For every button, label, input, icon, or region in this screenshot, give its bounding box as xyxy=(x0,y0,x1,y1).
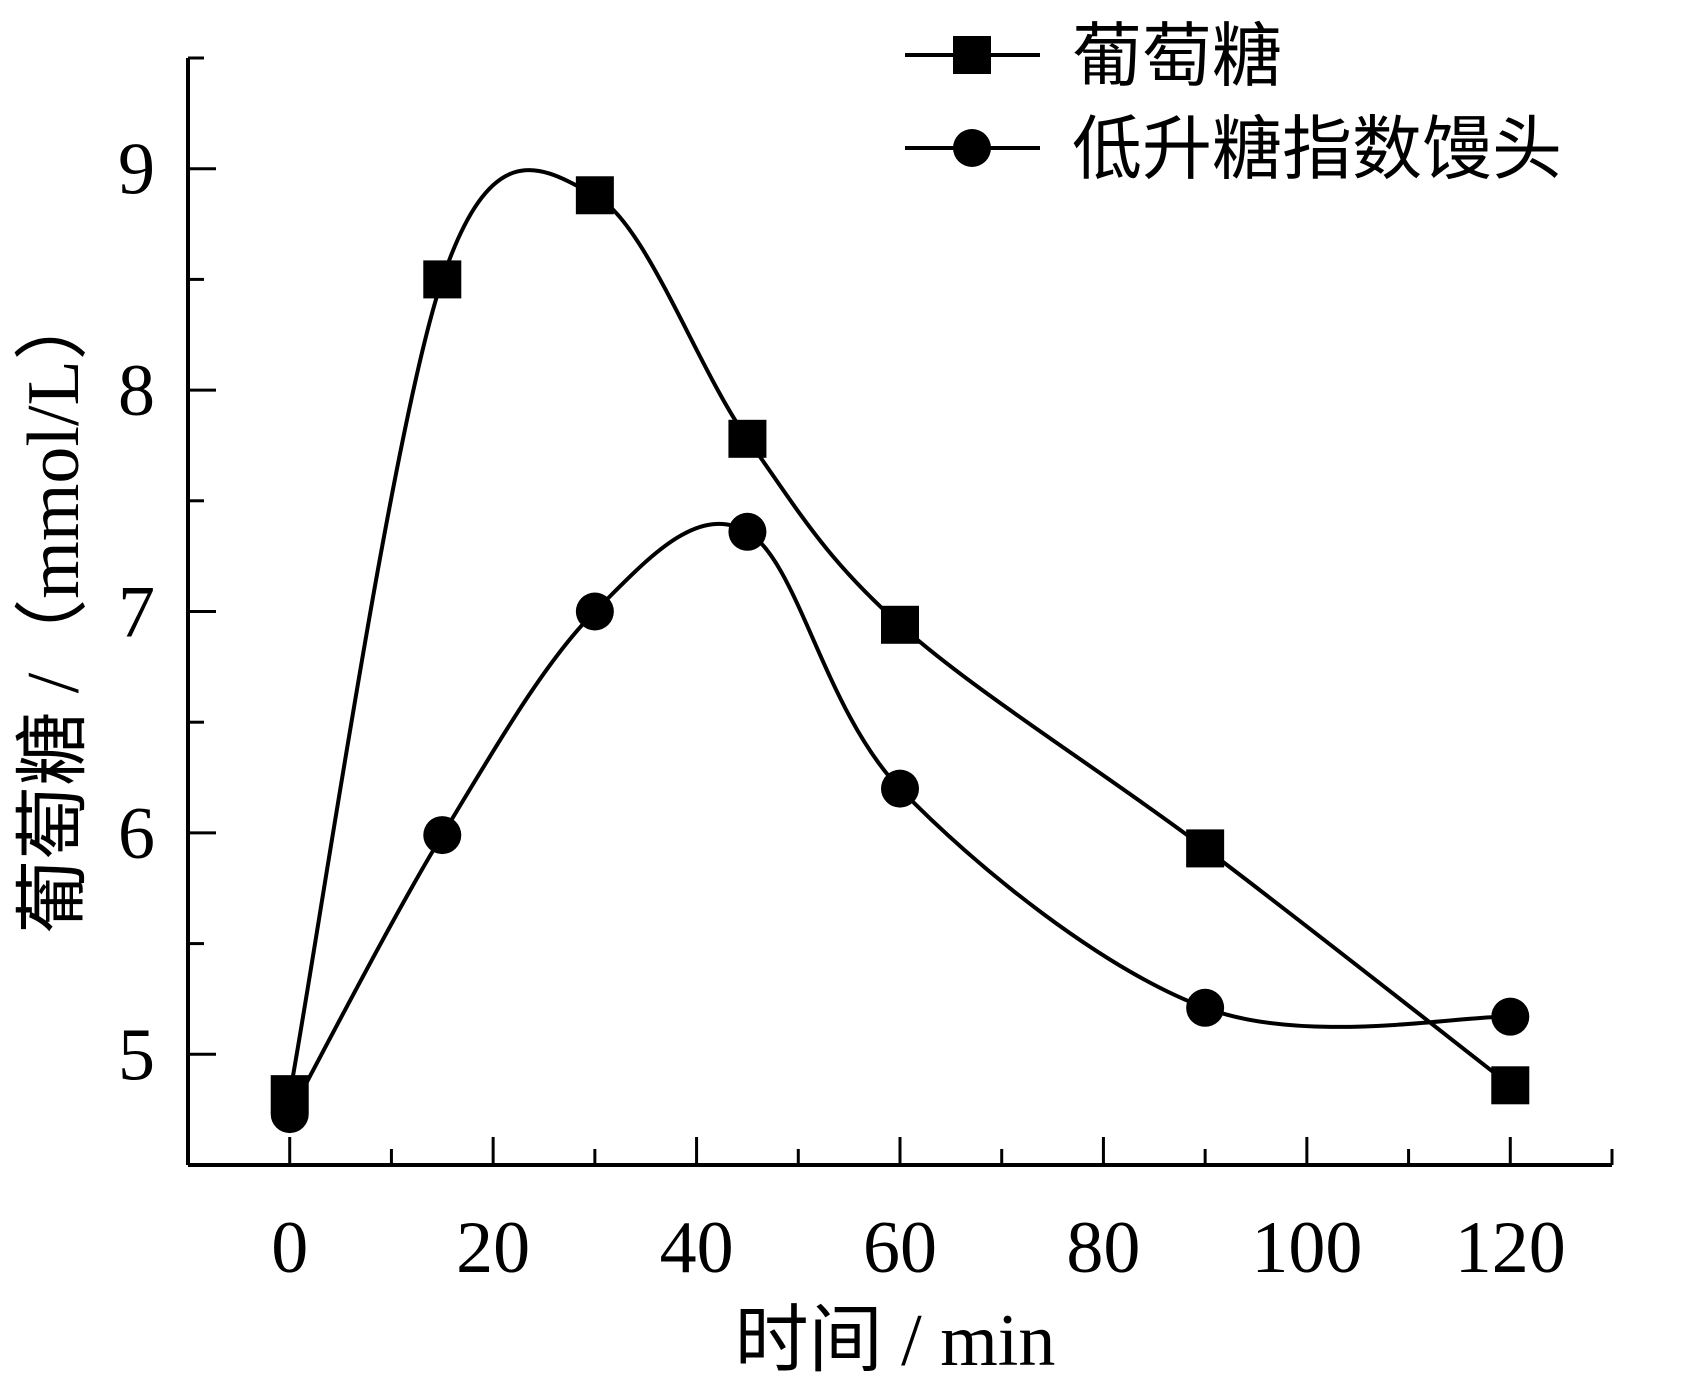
square-marker xyxy=(728,419,767,458)
square-marker xyxy=(881,605,919,644)
legend-marker xyxy=(953,36,991,74)
square-marker xyxy=(423,260,462,299)
y-tick-label: 9 xyxy=(118,129,155,211)
y-axis-ticks: 5 6 7 8 9 xyxy=(118,56,216,1096)
x-tick-label: 60 xyxy=(863,1207,937,1289)
legend-marker xyxy=(953,129,991,167)
x-tick-label: 100 xyxy=(1251,1207,1362,1289)
x-tick-label: 120 xyxy=(1455,1207,1566,1289)
x-tick-label: 20 xyxy=(456,1207,530,1289)
series-1 xyxy=(270,512,1530,1134)
y-axis-title: 葡萄糖 /（mmol/L） xyxy=(13,286,95,934)
legend-label: 低升糖指数馒头 xyxy=(1072,112,1562,189)
series-layer xyxy=(270,168,1530,1134)
legend-label: 葡萄糖 xyxy=(1072,19,1282,96)
legend-item-0: 葡萄糖 xyxy=(905,19,1282,96)
circle-marker xyxy=(1491,997,1530,1036)
series-0 xyxy=(270,168,1530,1114)
square-marker xyxy=(1491,1066,1530,1105)
x-tick-label: 80 xyxy=(1066,1207,1140,1289)
circle-marker xyxy=(1186,988,1225,1027)
circle-marker xyxy=(881,769,919,808)
circle-marker xyxy=(728,512,767,551)
y-tick-label: 6 xyxy=(118,793,155,875)
circle-marker xyxy=(270,1095,309,1134)
square-marker xyxy=(1186,829,1225,868)
x-tick-label: 40 xyxy=(660,1207,734,1289)
circle-marker xyxy=(575,592,614,631)
x-axis-title: 时间 / min xyxy=(735,1300,1056,1382)
legend-item-1: 低升糖指数馒头 xyxy=(905,112,1562,189)
circle-marker xyxy=(423,816,462,855)
y-tick-label: 5 xyxy=(118,1014,155,1096)
x-tick-label: 0 xyxy=(271,1207,308,1289)
y-tick-label: 8 xyxy=(118,350,155,432)
square-marker xyxy=(575,176,614,215)
x-axis-ticks: 0 20 40 60 80 100 120 xyxy=(271,1137,1614,1289)
y-tick-label: 7 xyxy=(118,572,155,654)
